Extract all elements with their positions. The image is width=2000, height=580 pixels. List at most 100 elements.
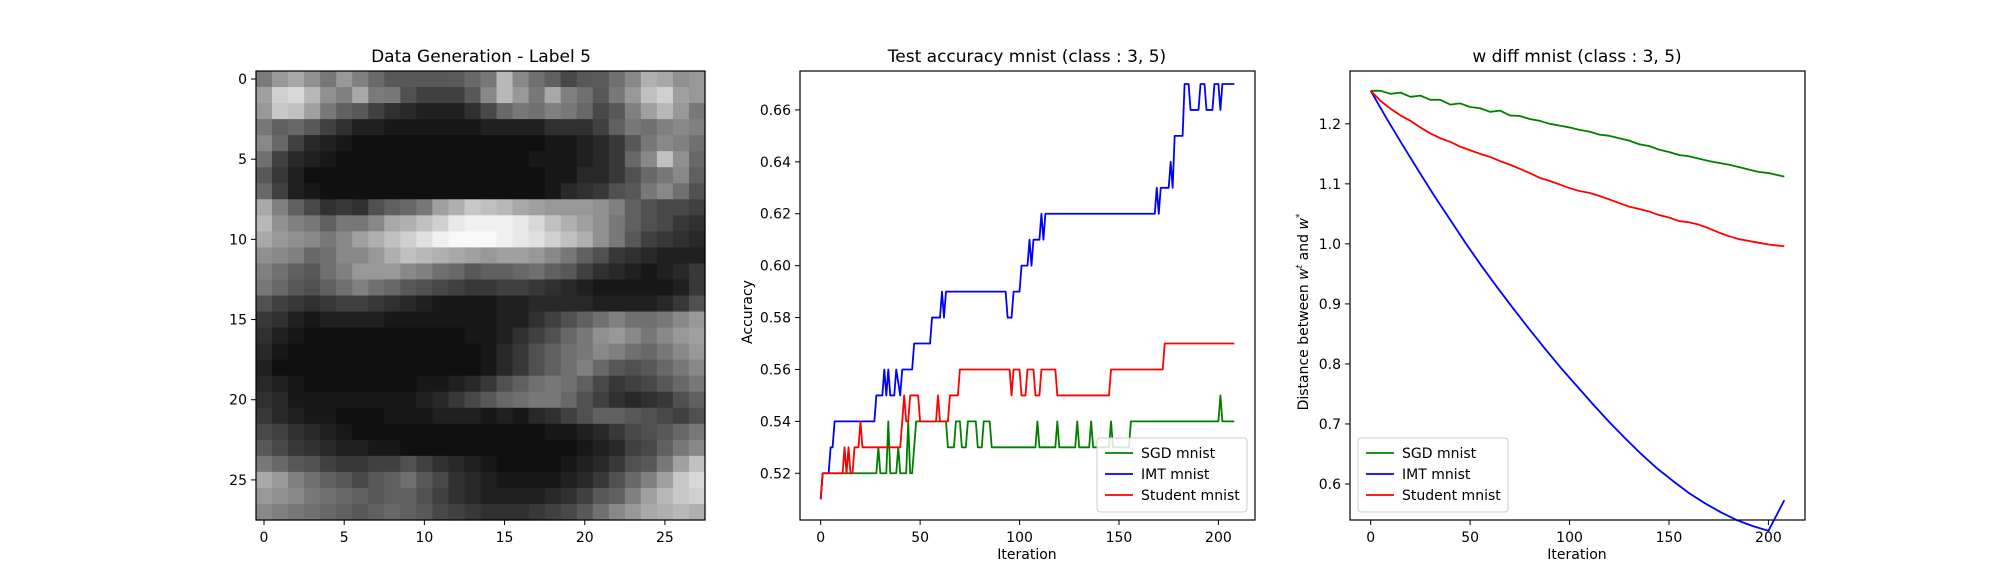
accuracy-ylabel: Accuracy xyxy=(740,280,756,344)
pixel-r18-c3 xyxy=(304,359,321,377)
pixel-r10-c4 xyxy=(320,231,337,248)
pixel-r15-c20 xyxy=(576,311,594,329)
pixel-r13-c20 xyxy=(576,279,594,297)
pixel-r6-c20 xyxy=(576,167,594,184)
pixel-r12-c23 xyxy=(624,263,642,281)
pixel-r24-c21 xyxy=(592,455,610,473)
pixel-r6-c14 xyxy=(480,167,498,184)
pixel-r24-c7 xyxy=(368,455,385,473)
pixel-r27-c4 xyxy=(320,503,337,521)
pixel-r17-c2 xyxy=(288,343,305,361)
pixel-r20-c21 xyxy=(592,391,610,409)
pixel-r7-c22 xyxy=(608,183,626,200)
pixel-r15-c23 xyxy=(624,311,642,329)
pixel-r23-c1 xyxy=(272,439,289,457)
pixel-r11-c12 xyxy=(448,247,466,265)
pixel-r0-c24 xyxy=(640,71,658,88)
pixel-r4-c7 xyxy=(368,135,385,152)
pixel-r11-c19 xyxy=(560,247,578,265)
pixel-r9-c15 xyxy=(496,215,514,232)
pixel-r4-c23 xyxy=(624,135,642,152)
pixel-r0-c15 xyxy=(496,71,514,88)
pixel-r22-c13 xyxy=(464,423,482,441)
pixel-r11-c23 xyxy=(624,247,642,265)
pixel-r27-c11 xyxy=(432,503,450,521)
pixel-r21-c1 xyxy=(272,407,289,425)
pixel-r2-c13 xyxy=(464,103,482,120)
heatmap-xtick-label-25: 25 xyxy=(656,530,674,546)
pixel-r6-c16 xyxy=(512,167,530,184)
pixel-r9-c21 xyxy=(592,215,610,232)
pixel-r12-c10 xyxy=(416,263,433,281)
pixel-r4-c25 xyxy=(656,135,674,152)
pixel-r3-c9 xyxy=(400,119,417,136)
pixel-r23-c8 xyxy=(384,439,401,457)
pixel-r23-c4 xyxy=(320,439,337,457)
pixel-r3-c15 xyxy=(496,119,514,136)
pixel-r27-c7 xyxy=(368,503,385,521)
pixel-r8-c27 xyxy=(688,199,706,216)
pixel-r25-c24 xyxy=(640,471,658,489)
pixel-r14-c13 xyxy=(464,295,482,313)
pixel-r17-c14 xyxy=(480,343,498,361)
pixel-r20-c2 xyxy=(288,391,305,409)
pixel-r5-c17 xyxy=(528,151,546,168)
pixel-r17-c7 xyxy=(368,343,385,361)
pixel-r2-c17 xyxy=(528,103,546,120)
pixel-r20-c10 xyxy=(416,391,433,409)
pixel-r8-c2 xyxy=(288,199,305,216)
pixel-r10-c21 xyxy=(592,231,610,248)
pixel-r22-c11 xyxy=(432,423,450,441)
frames-layer xyxy=(255,70,1806,521)
pixel-r9-c24 xyxy=(640,215,658,232)
pixel-r16-c7 xyxy=(368,327,385,345)
pixel-r27-c18 xyxy=(544,503,562,521)
pixel-r16-c13 xyxy=(464,327,482,345)
pixel-r12-c17 xyxy=(528,263,546,281)
pixel-r19-c21 xyxy=(592,375,610,393)
pixel-r20-c13 xyxy=(464,391,482,409)
accuracy-series-1-line xyxy=(819,83,1235,500)
pixel-r20-c3 xyxy=(304,391,321,409)
pixel-r11-c10 xyxy=(416,247,433,265)
pixel-r11-c9 xyxy=(400,247,417,265)
pixel-r15-c4 xyxy=(320,311,337,329)
pixel-r12-c9 xyxy=(400,263,417,281)
pixel-r6-c4 xyxy=(320,167,337,184)
pixel-r26-c0 xyxy=(256,487,273,505)
pixel-r17-c9 xyxy=(400,343,417,361)
pixel-r20-c17 xyxy=(528,391,546,409)
pixel-r2-c7 xyxy=(368,103,385,120)
pixel-r10-c20 xyxy=(576,231,594,248)
wdiff-frame xyxy=(1349,70,1806,521)
pixel-r17-c16 xyxy=(512,343,530,361)
pixel-r21-c25 xyxy=(656,407,674,425)
pixel-r2-c25 xyxy=(656,103,674,120)
pixel-r22-c19 xyxy=(560,423,578,441)
pixel-r11-c8 xyxy=(384,247,401,265)
pixel-r16-c2 xyxy=(288,327,305,345)
pixel-r22-c3 xyxy=(304,423,321,441)
pixel-r23-c2 xyxy=(288,439,305,457)
pixel-r1-c13 xyxy=(464,87,482,104)
pixel-r25-c20 xyxy=(576,471,594,489)
accuracy-ytick-label-0.62: 0.62 xyxy=(760,207,791,223)
pixel-r8-c10 xyxy=(416,199,433,216)
pixel-r10-c2 xyxy=(288,231,305,248)
pixel-r25-c26 xyxy=(672,471,690,489)
pixel-r3-c13 xyxy=(464,119,482,136)
pixel-r21-c15 xyxy=(496,407,514,425)
pixel-r12-c20 xyxy=(576,263,594,281)
wdiff-series-2-line xyxy=(1370,90,1785,248)
pixel-r8-c1 xyxy=(272,199,289,216)
pixel-r7-c8 xyxy=(384,183,401,200)
pixel-r16-c26 xyxy=(672,327,690,345)
pixel-r2-c20 xyxy=(576,103,594,120)
pixel-r17-c25 xyxy=(656,343,674,361)
pixel-r9-c11 xyxy=(432,215,450,232)
pixel-r17-c5 xyxy=(336,343,353,361)
pixel-r23-c11 xyxy=(432,439,450,457)
pixel-r22-c0 xyxy=(256,423,273,441)
pixel-r6-c19 xyxy=(560,167,578,184)
pixel-r22-c7 xyxy=(368,423,385,441)
